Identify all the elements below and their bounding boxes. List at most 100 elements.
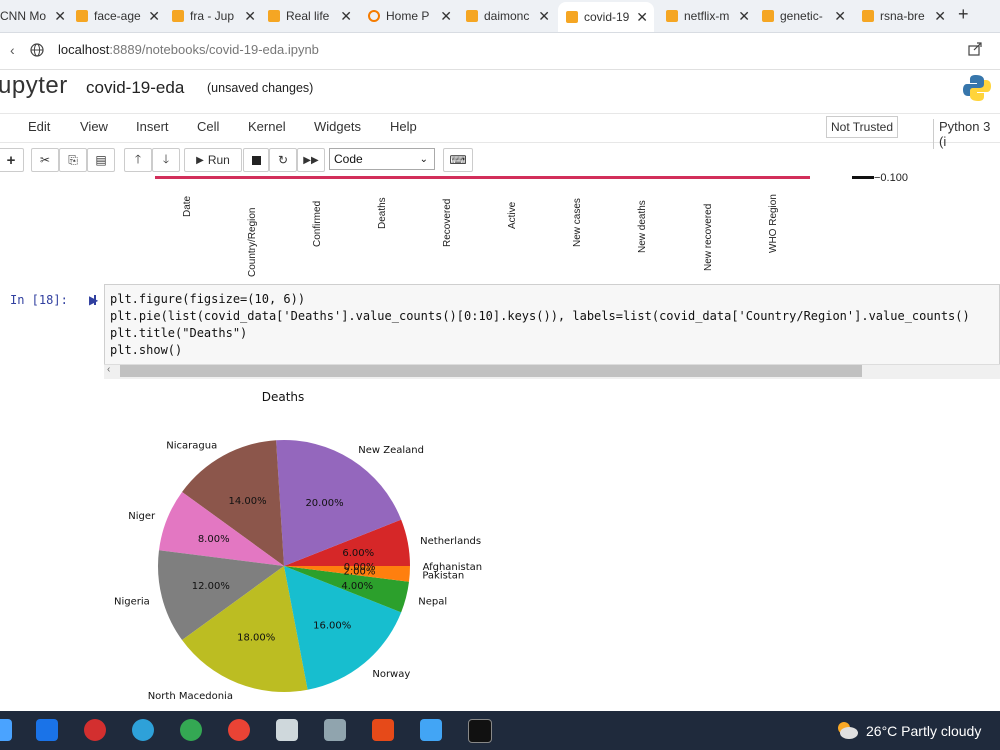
pie-category-label: Nicaragua: [166, 441, 217, 452]
browser-tab[interactable]: netflix-m ✕: [666, 4, 750, 28]
notebook-title[interactable]: covid-19-eda: [86, 78, 185, 97]
code-line[interactable]: plt.pie(list(covid_data['Deaths'].value_…: [110, 309, 970, 323]
menu-kernel[interactable]: Kernel: [248, 119, 286, 134]
kernel-indicator: Python 3 (i: [933, 119, 1000, 149]
menu-view[interactable]: View: [80, 119, 108, 134]
pie-category-label: North Macedonia: [148, 691, 233, 702]
mail-icon[interactable]: [36, 719, 58, 741]
browser-tab[interactable]: daimonc ✕: [466, 4, 550, 28]
app-icon[interactable]: [276, 719, 298, 741]
photos-icon[interactable]: [420, 719, 442, 741]
menu-cell[interactable]: Cell: [197, 119, 220, 134]
url-field[interactable]: localhost:8889/notebooks/covid-19-eda.ip…: [58, 42, 319, 57]
pie-slice: [158, 550, 284, 641]
close-icon[interactable]: ✕: [538, 8, 550, 24]
browser-tab[interactable]: fra - Jup ✕: [172, 4, 256, 28]
pie-slice: [158, 491, 284, 566]
powerpoint-icon[interactable]: [372, 719, 394, 741]
menu-edit[interactable]: Edit: [28, 119, 51, 134]
notebook-icon: [76, 10, 88, 22]
notebook-icon: [466, 10, 478, 22]
url-host: localhost: [58, 42, 110, 57]
copy-icon: ⎘: [68, 152, 78, 167]
pie-category-label: Afghanistan: [423, 562, 483, 573]
interrupt-button[interactable]: [243, 148, 269, 172]
run-cell-icon[interactable]: ▶: [89, 293, 98, 307]
xtick-label: New recovered: [703, 203, 714, 271]
browser-tab[interactable]: Real life ✕: [268, 4, 352, 28]
cell-type-select[interactable]: Code ⌄: [329, 148, 435, 170]
chrome-icon[interactable]: [180, 719, 202, 741]
scroll-left-icon[interactable]: ‹: [107, 364, 111, 375]
code-line[interactable]: plt.title("Deaths"): [110, 326, 248, 340]
python-logo-icon: [963, 75, 991, 101]
trust-button[interactable]: Not Trusted: [826, 116, 898, 138]
tab-label: genetic-: [780, 9, 823, 23]
fast-forward-icon: ▶▶: [303, 154, 319, 166]
menu-help[interactable]: Help: [390, 119, 417, 134]
pie-slice: [284, 519, 410, 566]
jupyter-logo[interactable]: upyter: [0, 72, 68, 99]
xtick-label: WHO Region: [768, 194, 779, 253]
terminal-icon[interactable]: [468, 719, 492, 743]
address-bar: [0, 33, 1000, 70]
chrome-profile-icon[interactable]: [228, 719, 250, 741]
menu-insert[interactable]: Insert: [136, 119, 169, 134]
close-icon[interactable]: ✕: [834, 8, 846, 24]
stop-icon: [251, 155, 261, 165]
pie-percent-label: 4.00%: [341, 581, 373, 592]
code-editor[interactable]: [104, 284, 1000, 378]
pie-category-label: Nepal: [418, 596, 447, 607]
start-icon[interactable]: [0, 719, 12, 741]
browser-tab[interactable]: rsna-bre ✕: [862, 4, 946, 28]
browser-tab[interactable]: face-age ✕: [76, 4, 160, 28]
scrollbar-thumb[interactable]: [120, 365, 862, 377]
back-icon[interactable]: ‹: [10, 42, 15, 58]
copy-button[interactable]: ⎘: [59, 148, 87, 172]
code-line[interactable]: plt.figure(figsize=(10, 6)): [110, 292, 306, 306]
close-icon[interactable]: ✕: [148, 8, 160, 24]
restart-button[interactable]: ↻: [269, 148, 297, 172]
weather-text: 26°C Partly cloudy: [866, 723, 982, 739]
tab-label: netflix-m: [684, 9, 730, 23]
paste-button[interactable]: ▤: [87, 148, 115, 172]
move-down-button[interactable]: 🡓: [152, 148, 180, 172]
previous-plot-edge: [155, 176, 810, 179]
xtick-label: New deaths: [637, 200, 648, 253]
pie-category-label: Pakistan: [422, 571, 464, 582]
cut-button[interactable]: ✂: [31, 148, 59, 172]
new-tab-button[interactable]: +: [958, 4, 969, 24]
close-icon[interactable]: ✕: [340, 8, 352, 24]
taskbar: [0, 711, 1000, 750]
scissors-icon: ✂: [39, 153, 51, 167]
move-up-button[interactable]: 🡑: [124, 148, 152, 172]
opera-icon[interactable]: [84, 719, 106, 741]
pie-percent-label: 12.00%: [192, 581, 230, 592]
pie-percent-label: 6.00%: [342, 548, 374, 559]
close-icon[interactable]: ✕: [244, 8, 256, 24]
menu-widgets[interactable]: Widgets: [314, 119, 361, 134]
tab-label: daimonc: [484, 9, 530, 23]
add-cell-button[interactable]: +: [0, 148, 24, 172]
run-button[interactable]: ▶ Run: [184, 148, 242, 172]
computer-icon[interactable]: [324, 719, 346, 741]
close-icon[interactable]: ✕: [738, 8, 750, 24]
browser-tab-active[interactable]: covid-19 ✕: [558, 2, 654, 32]
pie-percent-label: 20.00%: [305, 498, 343, 509]
arrow-up-icon: 🡑: [134, 151, 142, 166]
run-all-button[interactable]: ▶▶: [297, 148, 325, 172]
close-icon[interactable]: ✕: [54, 8, 66, 24]
close-icon[interactable]: ✕: [636, 9, 648, 25]
share-icon[interactable]: [968, 42, 982, 56]
code-line[interactable]: plt.show(): [110, 343, 183, 357]
tab-label: Real life: [286, 9, 330, 23]
edge-icon[interactable]: [132, 719, 154, 741]
browser-tab[interactable]: CNN Mo ✕: [0, 4, 66, 28]
browser-tab[interactable]: Home P ✕: [368, 4, 452, 28]
browser-tab[interactable]: genetic- ✕: [762, 4, 846, 28]
pie-category-label: Niger: [128, 511, 156, 522]
close-icon[interactable]: ✕: [934, 8, 946, 24]
tab-label: rsna-bre: [880, 9, 925, 23]
command-palette-button[interactable]: ⌨: [443, 148, 473, 172]
close-icon[interactable]: ✕: [440, 8, 452, 24]
